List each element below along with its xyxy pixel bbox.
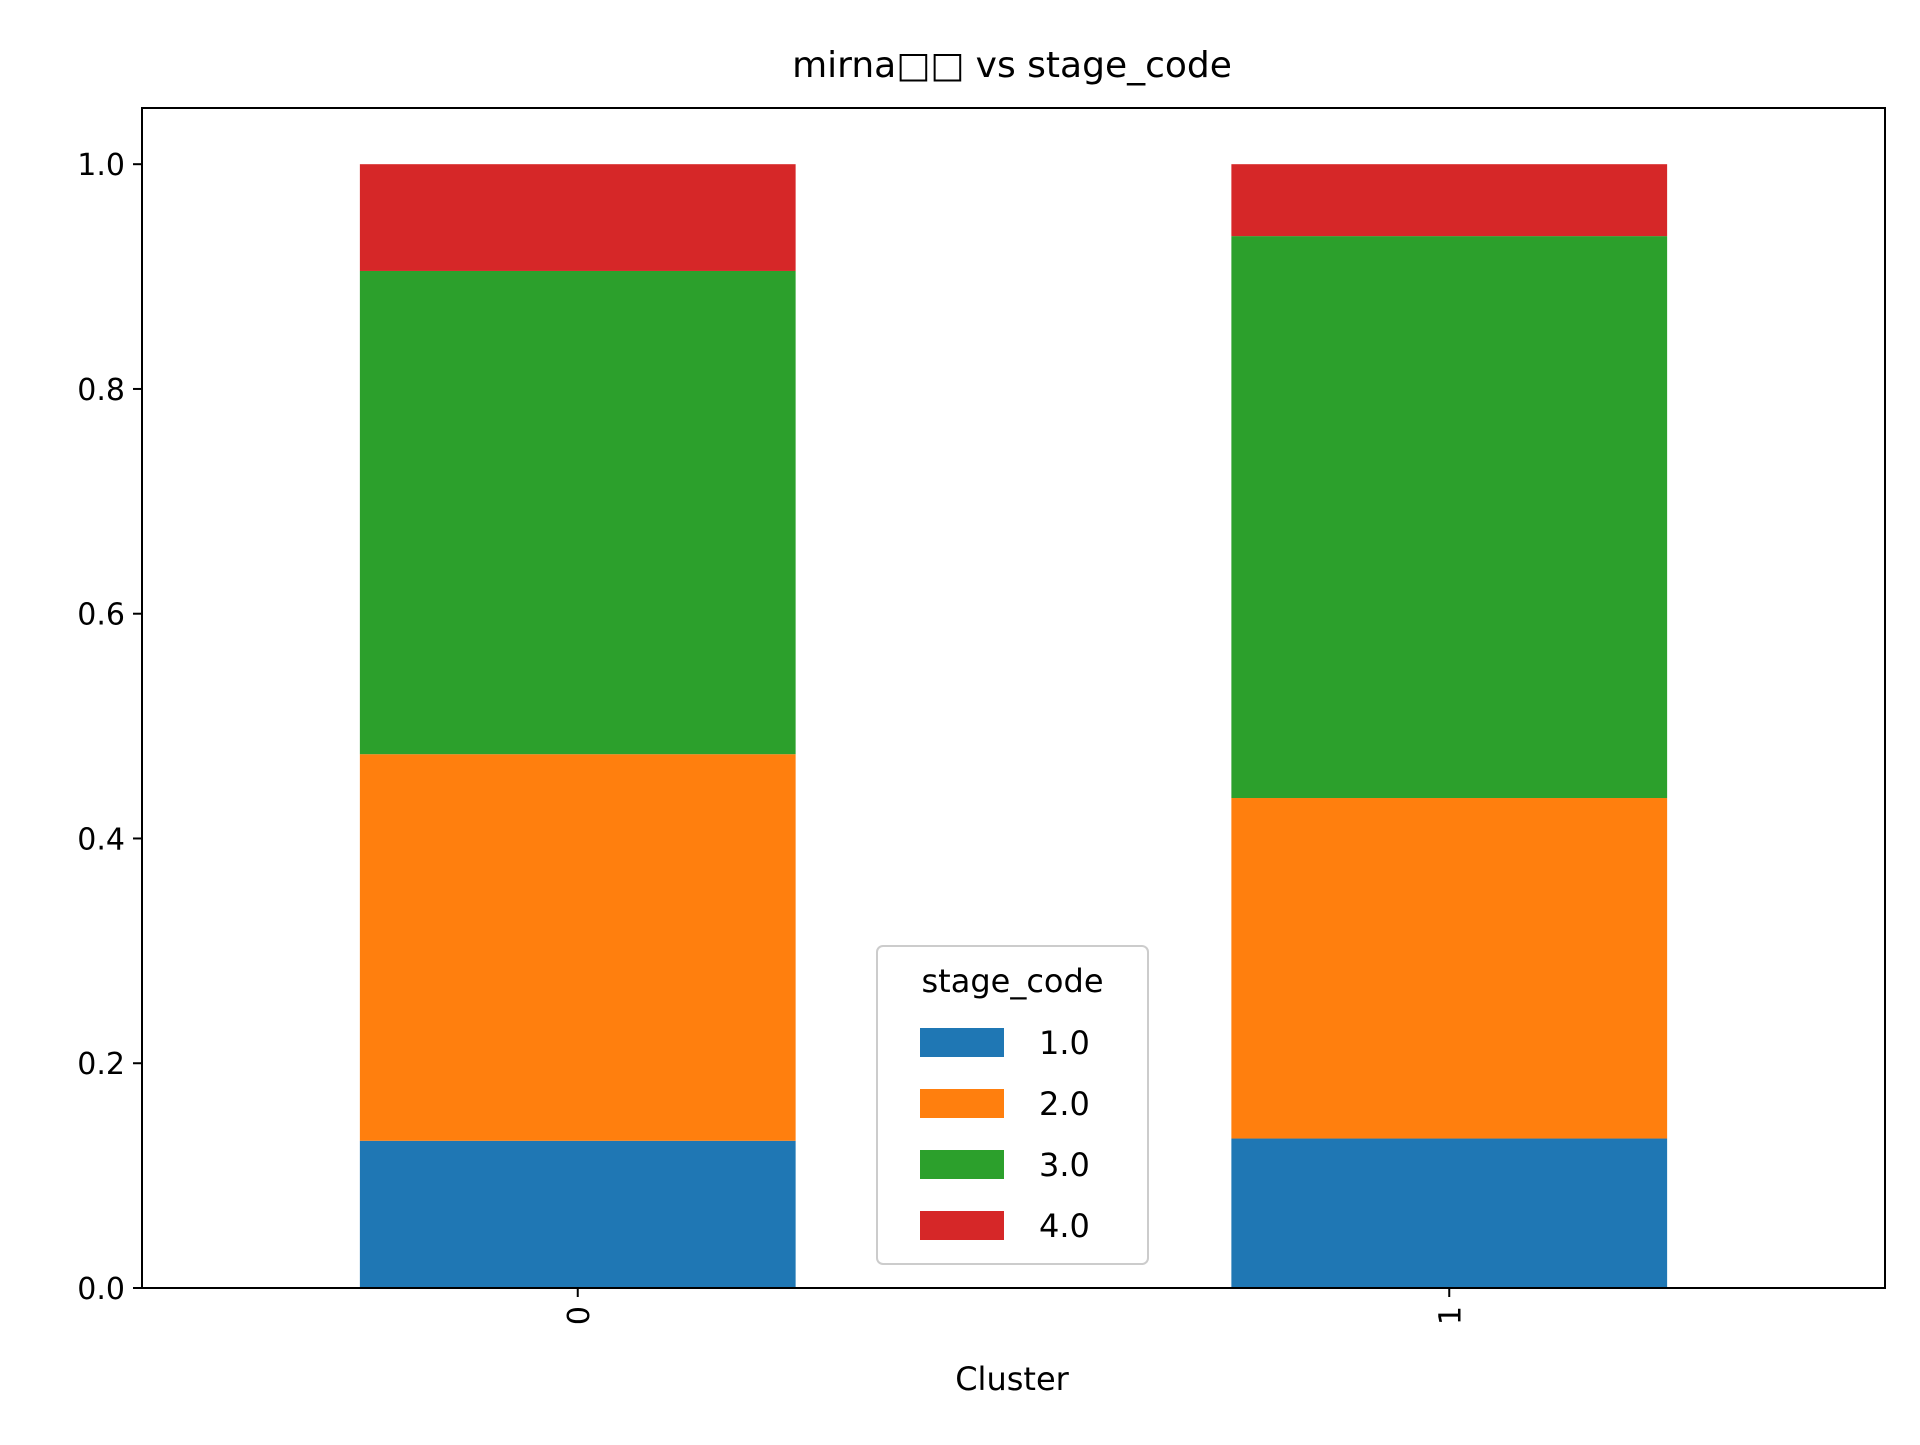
legend: stage_code 1.0 2.0 3.0 4.0: [876, 945, 1149, 1265]
y-tick-label: 0.8: [77, 373, 125, 408]
x-tick-label: 0: [562, 1306, 597, 1325]
bars-layer: [359, 164, 1668, 1288]
x-tick-label: 1: [1433, 1306, 1468, 1325]
y-tick-label: 1.0: [77, 148, 125, 183]
axes-layer: 0.0 0.2 0.4 0.6 0.8 1.0 0 1: [77, 107, 1886, 1325]
bar-cluster-0-stage-2-0: [359, 754, 796, 1141]
y-tick-label: 0.2: [77, 1047, 125, 1082]
y-tick-label: 0.0: [77, 1272, 125, 1307]
legend-label-4-0: 4.0: [1039, 1207, 1090, 1245]
legend-swatch-2-0: [920, 1089, 1004, 1118]
legend-swatch-4-0: [920, 1211, 1004, 1240]
legend-swatch-1-0: [920, 1028, 1004, 1057]
bar-cluster-1-stage-1-0: [1231, 1138, 1668, 1288]
bar-cluster-0-stage-3-0: [359, 270, 796, 755]
legend-swatch-3-0: [920, 1150, 1004, 1179]
bar-cluster-0-stage-4-0: [359, 164, 796, 271]
bar-cluster-1-stage-3-0: [1231, 236, 1668, 799]
y-tick-label: 0.6: [77, 598, 125, 633]
y-tick-label: 0.4: [77, 822, 125, 857]
bar-cluster-1-stage-2-0: [1231, 798, 1668, 1139]
chart-title: mirna□□ vs stage_code: [792, 45, 1232, 86]
legend-label-3-0: 3.0: [1039, 1146, 1090, 1184]
bar-cluster-0-stage-1-0: [359, 1140, 796, 1288]
legend-label-1-0: 1.0: [1039, 1024, 1090, 1062]
legend-label-2-0: 2.0: [1039, 1085, 1090, 1123]
bar-cluster-1-stage-4-0: [1231, 164, 1668, 237]
plot-frame: [141, 107, 1886, 1289]
legend-box: [876, 945, 1149, 1265]
legend-title: stage_code: [922, 962, 1104, 1000]
x-axis-label: Cluster: [955, 1360, 1069, 1398]
